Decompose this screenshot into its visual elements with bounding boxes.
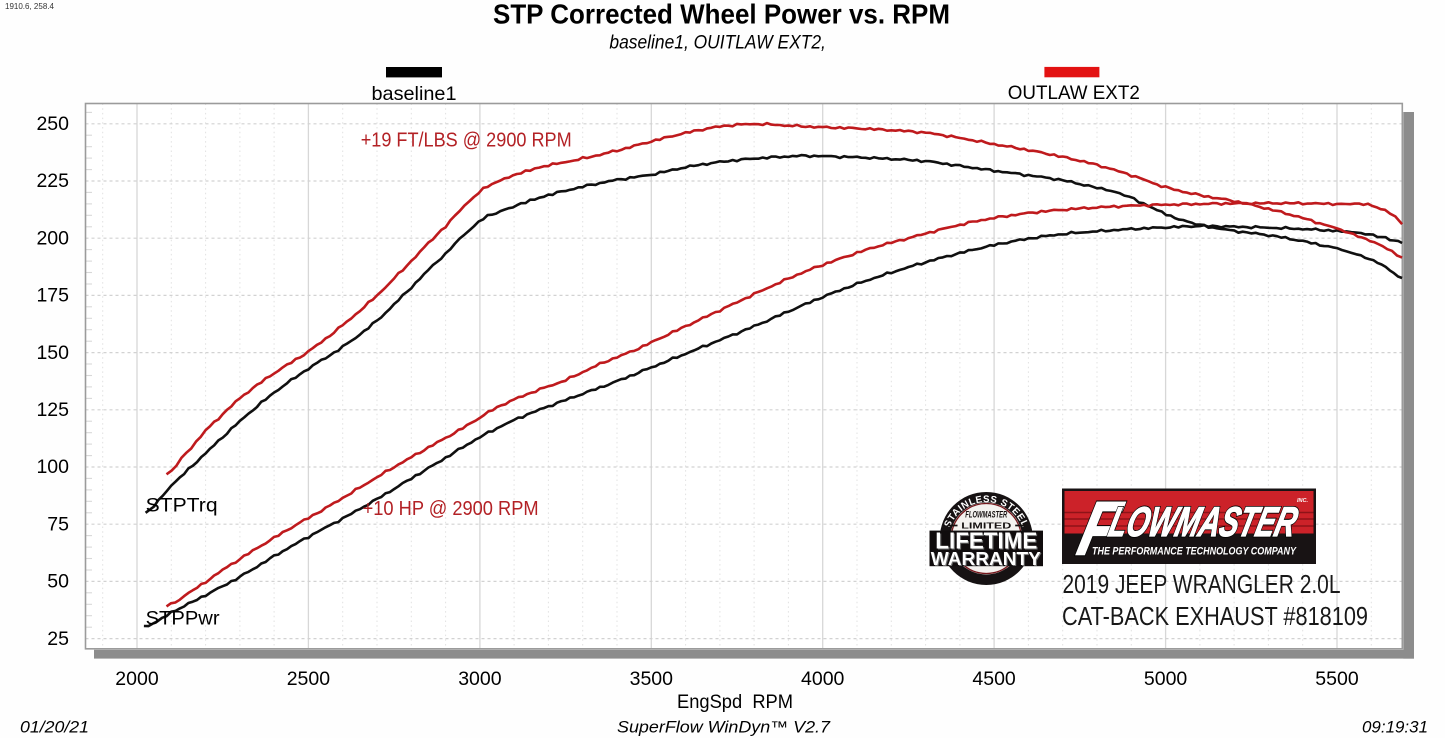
svg-text:4000: 4000 [801, 668, 845, 690]
svg-text:25: 25 [47, 628, 69, 650]
svg-text:baseline1: baseline1 [372, 83, 457, 105]
svg-text:50: 50 [47, 571, 69, 593]
svg-text:WARRANTY: WARRANTY [932, 549, 1043, 570]
svg-text:225: 225 [36, 170, 69, 192]
svg-text:SuperFlow WinDyn™ V2.7: SuperFlow WinDyn™ V2.7 [617, 719, 831, 737]
svg-text:2000: 2000 [115, 668, 159, 690]
svg-text:EngSpd RPM: EngSpd RPM [677, 691, 793, 713]
svg-text:3000: 3000 [458, 668, 502, 690]
svg-text:1910.6, 258.4: 1910.6, 258.4 [5, 2, 54, 11]
svg-text:2019 JEEP WRANGLER 2.0L: 2019 JEEP WRANGLER 2.0L [1063, 571, 1341, 599]
svg-text:250: 250 [36, 113, 69, 135]
svg-text:LOWMASTER: LOWMASTER [1105, 499, 1303, 545]
svg-text:STPPwr: STPPwr [146, 608, 221, 630]
svg-text:3500: 3500 [630, 668, 674, 690]
svg-text:5000: 5000 [1144, 668, 1188, 690]
svg-text:01/20/21: 01/20/21 [20, 719, 89, 737]
svg-text:LOWMASTER: LOWMASTER [1105, 499, 1303, 545]
svg-text:150: 150 [36, 342, 69, 364]
svg-text:STPTrq: STPTrq [146, 495, 218, 517]
svg-text:LIMITED: LIMITED [961, 521, 1011, 530]
svg-text:09:19:31: 09:19:31 [1362, 719, 1428, 737]
svg-text:CAT-BACK EXHAUST #818109: CAT-BACK EXHAUST #818109 [1062, 603, 1368, 631]
svg-text:4500: 4500 [972, 668, 1016, 690]
svg-text:2500: 2500 [287, 668, 331, 690]
svg-text:125: 125 [36, 399, 69, 421]
svg-text:75: 75 [47, 513, 69, 535]
svg-text:LIFETIME: LIFETIME [937, 528, 1039, 554]
svg-text:INC.: INC. [1297, 498, 1308, 504]
svg-text:200: 200 [36, 227, 69, 249]
svg-text:OUTLAW EXT2: OUTLAW EXT2 [1008, 82, 1140, 104]
svg-text:100: 100 [36, 456, 69, 478]
svg-text:FLOWMASTER: FLOWMASTER [965, 510, 1007, 521]
svg-text:175: 175 [36, 285, 69, 307]
svg-text:baseline1, OUITLAW EXT2,: baseline1, OUITLAW EXT2, [609, 31, 826, 53]
svg-text:5500: 5500 [1315, 668, 1359, 690]
svg-text:+19 FT/LBS @ 2900 RPM: +19 FT/LBS @ 2900 RPM [361, 130, 572, 152]
svg-text:LIFETIME: LIFETIME [935, 527, 1037, 553]
svg-text:THE PERFORMANCE TECHNOLOGY COM: THE PERFORMANCE TECHNOLOGY COMPANY [1092, 546, 1297, 558]
svg-text:+10 HP @ 2900 RPM: +10 HP @ 2900 RPM [363, 498, 539, 520]
svg-text:WARRANTY: WARRANTY [931, 548, 1042, 569]
svg-text:STP Corrected Wheel Power vs.: STP Corrected Wheel Power vs. RPM [493, 0, 950, 30]
